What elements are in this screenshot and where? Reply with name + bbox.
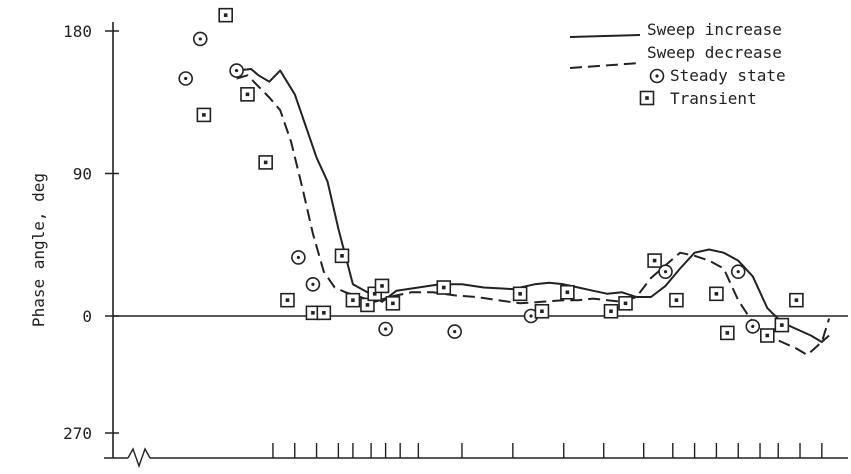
axis-ticks: 180 90 0 270: [63, 22, 823, 458]
marker-center-dot: [322, 311, 326, 315]
marker-center-dot: [184, 76, 188, 81]
legend-symbol-sweep-increase: [569, 34, 641, 38]
marker-center-dot: [609, 309, 613, 314]
legend-symbol-sweep-decrease: [569, 62, 641, 69]
marker-center-dot: [655, 74, 659, 78]
marker-center-dot: [518, 292, 522, 296]
point-transient: [603, 303, 619, 319]
marker-center-dot: [780, 323, 784, 327]
marker-center-dot: [351, 298, 355, 302]
x-axis-break-mark: [127, 447, 151, 469]
series-points: [178, 7, 804, 343]
point-transient: [316, 305, 332, 321]
marker-center-dot: [365, 303, 370, 307]
point-transient: [280, 292, 295, 308]
point-transient: [647, 253, 662, 268]
marker-center-dot: [311, 311, 315, 315]
point-transient: [759, 328, 775, 343]
marker-center-dot: [645, 96, 649, 100]
marker-center-dot: [453, 330, 457, 334]
point-transient: [385, 296, 401, 311]
marker-center-dot: [794, 298, 799, 302]
marker-center-dot: [391, 301, 395, 306]
marker-center-dot: [263, 160, 268, 165]
point-transient: [618, 296, 633, 311]
marker-center-dot: [311, 282, 315, 286]
marker-center-dot: [285, 298, 290, 302]
legend-label-sweep-decrease: Sweep decrease: [647, 43, 782, 62]
point-transient: [196, 107, 212, 123]
y-tick-label: 90: [73, 165, 92, 184]
marker-center-dot: [765, 333, 770, 338]
point-steady-state: [178, 71, 193, 86]
point-transient: [374, 278, 390, 294]
point-transient: [240, 87, 255, 102]
marker-center-dot: [540, 309, 544, 314]
marker-center-dot: [736, 270, 740, 274]
y-axis-label: Phase angle, deg: [29, 173, 48, 327]
axes: [104, 22, 848, 469]
point-transient: [789, 292, 804, 308]
point-steady-state: [378, 321, 393, 337]
marker-center-dot: [296, 255, 300, 260]
y-tick-label: 0: [82, 307, 92, 326]
marker-center-dot: [663, 270, 668, 274]
point-transient: [709, 286, 724, 302]
marker-center-dot: [714, 292, 719, 296]
point-steady-state: [447, 324, 462, 339]
legend-symbol-steady-state: [649, 68, 665, 84]
series-line-sweep-decrease: [236, 74, 831, 356]
marker-center-dot: [223, 13, 228, 17]
point-transient: [218, 7, 233, 23]
marker-center-dot: [234, 68, 239, 73]
marker-center-dot: [751, 324, 755, 328]
legend-symbol-transient: [639, 90, 655, 106]
legend-label-transient: Transient: [670, 89, 757, 108]
point-transient: [334, 248, 350, 264]
point-transient: [436, 280, 452, 295]
marker-center-dot: [652, 258, 657, 263]
point-transient: [560, 284, 575, 300]
marker-center-dot: [623, 301, 628, 306]
point-transient: [345, 292, 361, 308]
point-steady-state: [192, 31, 208, 47]
point-steady-state: [745, 319, 761, 334]
legend-label-steady-state: Steady state: [670, 66, 786, 85]
marker-center-dot: [202, 113, 206, 117]
marker-center-dot: [198, 37, 202, 41]
point-transient: [669, 292, 684, 308]
legend: Sweep increase Sweep decrease Steady state…: [569, 20, 786, 108]
marker-center-dot: [529, 314, 533, 318]
series-line-sweep-increase: [236, 68, 830, 343]
point-transient: [720, 325, 735, 341]
marker-center-dot: [441, 285, 446, 290]
point-transient: [512, 286, 528, 302]
marker-center-dot: [725, 331, 730, 335]
marker-center-dot: [565, 290, 570, 295]
point-transient: [258, 155, 273, 170]
marker-center-dot: [384, 327, 388, 331]
marker-center-dot: [372, 292, 377, 296]
series-lines: [236, 68, 831, 356]
marker-center-dot: [380, 284, 384, 288]
marker-center-dot: [674, 298, 679, 302]
y-tick-label: 180: [63, 22, 92, 41]
y-tick-label: 270: [63, 424, 92, 443]
point-steady-state: [658, 264, 673, 279]
point-transient: [534, 303, 550, 319]
point-transient: [774, 317, 790, 333]
marker-center-dot: [340, 254, 344, 258]
point-steady-state: [305, 277, 321, 292]
marker-center-dot: [245, 92, 250, 97]
legend-label-sweep-increase: Sweep increase: [647, 20, 782, 39]
point-steady-state: [730, 264, 746, 279]
point-steady-state: [229, 63, 244, 78]
point-steady-state: [291, 250, 306, 265]
